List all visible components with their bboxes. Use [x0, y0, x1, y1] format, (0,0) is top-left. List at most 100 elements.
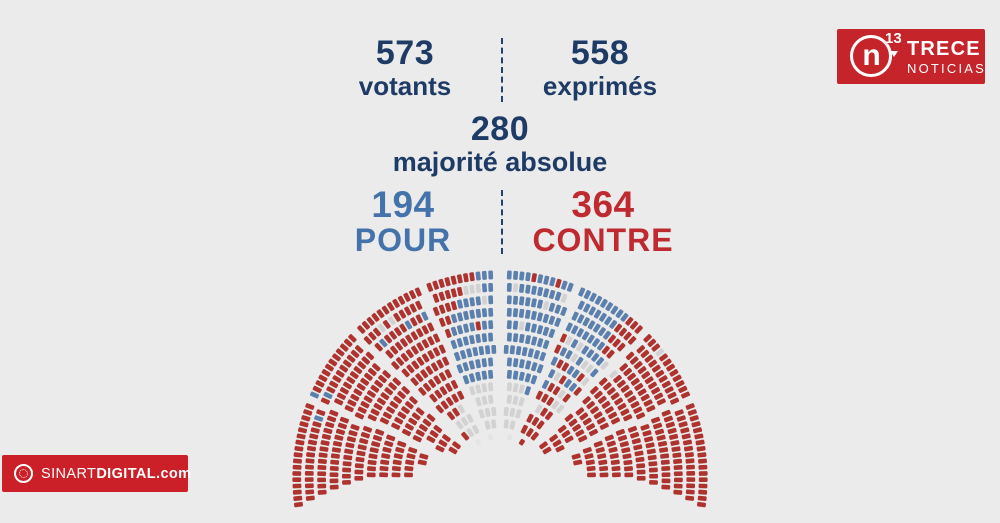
seat [525, 428, 534, 437]
seat [450, 339, 458, 350]
seat [488, 320, 494, 330]
seat [371, 441, 381, 448]
seat [384, 440, 394, 447]
seat [466, 428, 475, 437]
seat [304, 471, 314, 476]
seat [388, 382, 397, 391]
seat [292, 471, 302, 476]
seat [381, 453, 391, 459]
seat [687, 409, 697, 416]
seat [586, 423, 596, 431]
seat [680, 427, 690, 434]
seat [629, 320, 639, 330]
seat [619, 441, 629, 448]
seat [541, 393, 549, 403]
seat [533, 350, 540, 360]
seat [475, 333, 481, 344]
seat [623, 414, 633, 422]
seat [356, 383, 366, 391]
seat [657, 440, 668, 447]
seat [461, 431, 470, 441]
seat [627, 425, 638, 433]
seat [606, 440, 616, 447]
seat [376, 397, 386, 406]
seat [605, 302, 614, 312]
seat [397, 390, 406, 400]
seat [421, 353, 430, 363]
seat [542, 313, 550, 324]
seat [531, 273, 537, 283]
seat [463, 298, 469, 308]
seat [582, 317, 590, 327]
seat [488, 295, 494, 305]
seat [337, 422, 347, 430]
seat [378, 374, 387, 384]
seat [535, 390, 543, 400]
divider-top [501, 38, 503, 102]
seat [586, 465, 596, 472]
seat [344, 405, 354, 413]
seat [372, 434, 383, 442]
seat [647, 381, 658, 390]
noticias-wordmark: NOTICIAS [907, 61, 986, 76]
seat [417, 459, 427, 466]
seat [370, 408, 380, 416]
seat [468, 373, 476, 383]
seat [389, 400, 399, 409]
seat [587, 320, 596, 330]
seat [428, 379, 437, 388]
seat [391, 472, 401, 478]
seat [329, 466, 339, 471]
seat [518, 384, 525, 394]
seat [581, 331, 590, 341]
seat [448, 446, 458, 455]
seat [686, 483, 696, 489]
trece-channel-number: 13 [885, 30, 902, 47]
seat [305, 464, 314, 470]
seat [416, 328, 424, 338]
seat [335, 348, 345, 357]
seat [427, 336, 435, 346]
seat [357, 325, 366, 334]
seat [524, 373, 532, 383]
seat [536, 338, 544, 348]
seat [457, 299, 463, 309]
seat [611, 472, 621, 478]
seat [663, 415, 673, 423]
seat [571, 369, 580, 379]
seat [531, 416, 540, 426]
seat [429, 430, 439, 438]
seat [438, 304, 446, 314]
seat [580, 360, 589, 370]
seat [335, 428, 346, 436]
seat [661, 472, 671, 478]
seat [379, 466, 389, 472]
seat [369, 447, 379, 454]
seat [609, 319, 618, 329]
seat [554, 317, 562, 327]
seat [429, 393, 438, 403]
seat [435, 404, 444, 414]
seat [385, 349, 394, 359]
seat [401, 406, 410, 415]
seat [346, 436, 356, 443]
seat [415, 429, 425, 437]
seat [575, 407, 585, 416]
seat [630, 401, 640, 409]
seat [415, 314, 423, 324]
seat [347, 399, 357, 407]
seat [462, 375, 470, 385]
seat [509, 345, 516, 355]
seat [404, 423, 414, 431]
seat [661, 484, 671, 490]
seat [601, 345, 610, 355]
seat [484, 420, 491, 430]
seat [583, 303, 591, 313]
seat [561, 280, 568, 290]
seat [627, 372, 637, 381]
trece-wordmark: TRECE [907, 38, 981, 60]
seat [623, 459, 633, 466]
seat [630, 377, 640, 386]
seat [590, 386, 599, 395]
seat [566, 282, 574, 292]
